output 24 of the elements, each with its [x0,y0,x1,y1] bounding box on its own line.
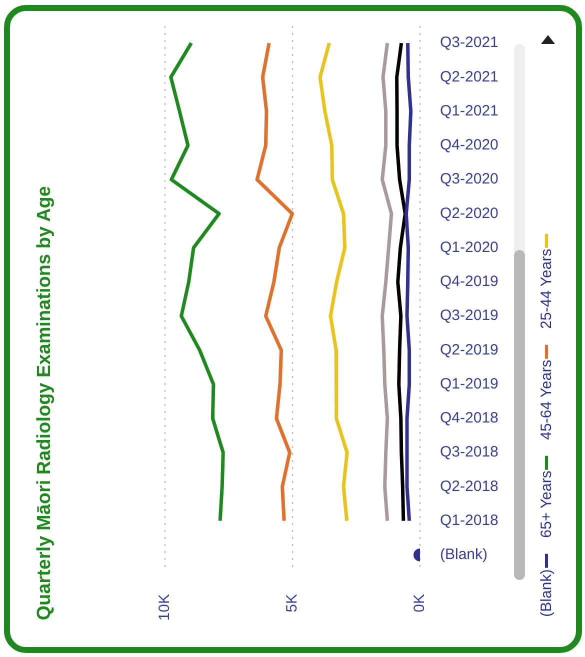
y-tick-label: Q1-2020 [440,238,498,256]
y-tick-label: Q4-2018 [440,410,498,427]
legend-label: 45-64 Years [538,360,555,440]
x-tick-label: 5K [284,594,301,612]
y-tick-label: Q3-2021 [440,34,498,52]
y-tick-label: Q2-2021 [440,68,498,86]
x-tick-label: 0K [411,594,428,612]
y-tick-label: Q2-2018 [440,478,498,495]
y-tick-label: Q1-2018 [440,512,498,529]
y-tick-label: Q3-2019 [440,307,498,324]
y-tick-label: Q3-2018 [440,444,498,461]
text: Quarterly Māori Radiology Examinations by Age [34,186,56,620]
y-tick-label: Q3-2020 [440,170,498,188]
legend-label: 65+ Years [538,471,555,538]
x-tick-label: 10K [156,594,174,621]
y-tick-label: Q2-2020 [440,204,498,222]
legend-label: (Blank) [538,569,555,617]
y-tick-label: Q4-2019 [440,273,498,290]
y-tick-label: Q1-2019 [440,375,498,392]
legend-label: 25-44 Years [538,249,555,330]
y-tick-label: Q4-2020 [440,136,498,154]
y-tick-label: Q2-2019 [440,341,498,358]
y-tick-label: (Blank) [440,546,488,564]
y-tick-label: Q1-2021 [440,102,498,120]
